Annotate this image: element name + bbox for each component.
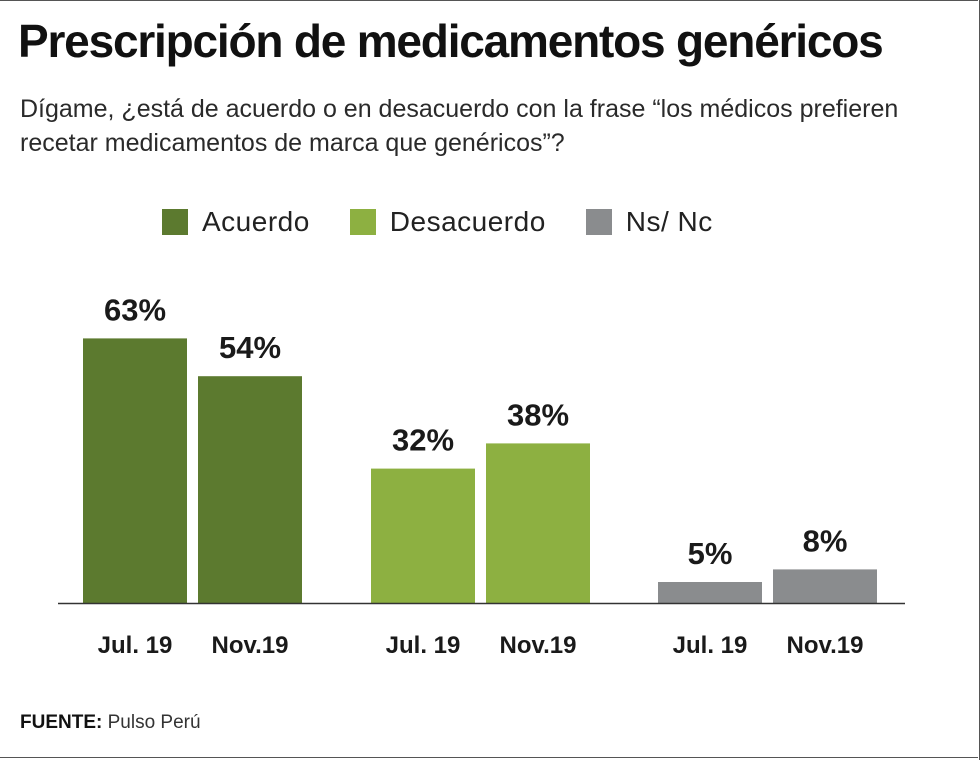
legend-label-nsnc: Ns/ Nc (625, 206, 713, 237)
bar-0-0 (83, 338, 187, 603)
chart-subtitle: Dígame, ¿está de acuerdo o en desacuerdo… (20, 95, 899, 157)
legend-swatch-nsnc (585, 209, 612, 235)
legend-item-desacuerdo: Desacuerdo (349, 206, 546, 238)
legend-swatch-acuerdo (162, 209, 188, 235)
legend-item-nsnc: Ns/ Nc (585, 206, 713, 238)
source-value: Pulso Perú (107, 712, 201, 733)
x-tick-label-2-1: Nov.19 (787, 632, 864, 659)
x-tick-label-0-1: Nov.19 (212, 632, 289, 659)
x-tick-label-1-0: Jul. 19 (386, 632, 461, 659)
bar-0-1 (198, 376, 302, 603)
bar-1-1 (486, 443, 590, 603)
legend: Acuerdo Desacuerdo Ns/ Nc (162, 200, 753, 244)
data-label-1-1: 38% (507, 397, 569, 432)
legend-label-desacuerdo: Desacuerdo (389, 206, 546, 237)
data-label-2-0: 5% (688, 536, 733, 571)
data-label-1-0: 32% (392, 423, 454, 458)
x-tick-label-1-1: Nov.19 (500, 632, 577, 659)
source-label: FUENTE: (20, 712, 103, 733)
bar-1-0 (371, 468, 475, 603)
bar-2-1 (773, 569, 877, 603)
legend-swatch-desacuerdo (349, 209, 376, 235)
chart-title: Prescripción de medicamentos genéricos (18, 15, 884, 67)
legend-label-acuerdo: Acuerdo (202, 206, 310, 237)
bar-chart: 63% Jul. 19 54% Nov.19 32% Jul. 19 38% Nov.19 5%… (58, 292, 905, 659)
x-tick-label-0-0: Jul. 19 (98, 632, 173, 659)
legend-item-acuerdo: Acuerdo (162, 206, 310, 238)
source-note: FUENTE: Pulso Perú (20, 712, 201, 734)
bar-2-0 (658, 582, 762, 603)
data-label-2-1: 8% (803, 523, 848, 558)
x-tick-label-2-0: Jul. 19 (673, 632, 748, 659)
data-label-0-1: 54% (219, 330, 281, 365)
data-label-0-0: 63% (104, 292, 166, 327)
